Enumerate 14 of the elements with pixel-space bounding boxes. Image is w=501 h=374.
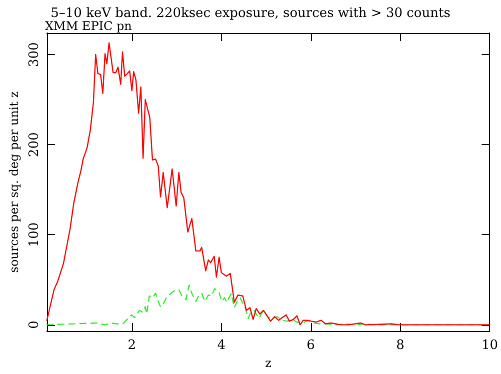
- chart-title: 5–10 keV band. 220ksec exposure, sources with > 30 counts: [50, 6, 450, 21]
- x-axis-title: z: [265, 356, 272, 370]
- x-tick-label: 2: [128, 338, 136, 354]
- x-tick-label: 10: [481, 338, 498, 354]
- x-tick-label: 4: [217, 338, 226, 354]
- chart-subtitle: XMM EPIC pn: [45, 19, 132, 33]
- x-tick-label: 8: [396, 338, 404, 354]
- y-tick-label: 100: [26, 222, 42, 248]
- line-series: [46, 42, 490, 326]
- y-tick-label: 0: [26, 320, 42, 329]
- x-tick-label: 6: [306, 338, 315, 354]
- y-axis-title: sources per sq. deg per unit z: [7, 91, 21, 273]
- y-tick-label: 200: [26, 132, 42, 158]
- y-tick-label: 300: [26, 42, 42, 68]
